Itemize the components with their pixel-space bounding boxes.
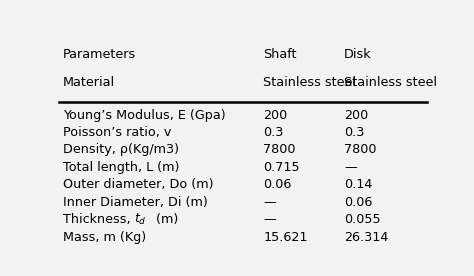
Text: 7800: 7800 (344, 144, 376, 156)
Text: —: — (263, 213, 276, 226)
Text: Stainless steel: Stainless steel (344, 76, 437, 89)
Text: Stainless steel: Stainless steel (263, 76, 356, 89)
Text: 15.621: 15.621 (263, 230, 308, 243)
Text: 0.055: 0.055 (344, 213, 381, 226)
Text: 0.3: 0.3 (344, 126, 365, 139)
Text: 0.715: 0.715 (263, 161, 300, 174)
Text: —: — (344, 161, 357, 174)
Text: Inner Diameter, Di (m): Inner Diameter, Di (m) (63, 196, 208, 209)
Text: $t_d$: $t_d$ (134, 212, 146, 227)
Text: 0.06: 0.06 (344, 196, 372, 209)
Text: Shaft: Shaft (263, 48, 297, 61)
Text: Mass, m (Kg): Mass, m (Kg) (63, 230, 146, 243)
Text: 200: 200 (344, 108, 368, 121)
Text: Young’s Modulus, E (Gpa): Young’s Modulus, E (Gpa) (63, 108, 226, 121)
Text: 0.3: 0.3 (263, 126, 283, 139)
Text: Thickness,: Thickness, (63, 213, 130, 226)
Text: 26.314: 26.314 (344, 230, 388, 243)
Text: —: — (263, 196, 276, 209)
Text: 0.14: 0.14 (344, 178, 372, 191)
Text: Total length, L (m): Total length, L (m) (63, 161, 179, 174)
Text: (m): (m) (152, 213, 178, 226)
Text: 7800: 7800 (263, 144, 296, 156)
Text: Poisson’s ratio, v: Poisson’s ratio, v (63, 126, 171, 139)
Text: 0.06: 0.06 (263, 178, 292, 191)
Text: 200: 200 (263, 108, 287, 121)
Text: Outer diameter, Do (m): Outer diameter, Do (m) (63, 178, 213, 191)
Text: Disk: Disk (344, 48, 372, 61)
Text: Parameters: Parameters (63, 48, 136, 61)
Text: Density, ρ(Kg/m3): Density, ρ(Kg/m3) (63, 144, 179, 156)
Text: Material: Material (63, 76, 115, 89)
